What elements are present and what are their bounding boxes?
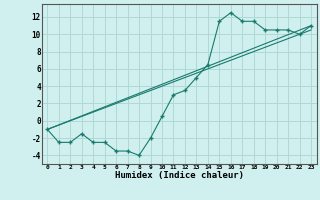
X-axis label: Humidex (Indice chaleur): Humidex (Indice chaleur) <box>115 171 244 180</box>
